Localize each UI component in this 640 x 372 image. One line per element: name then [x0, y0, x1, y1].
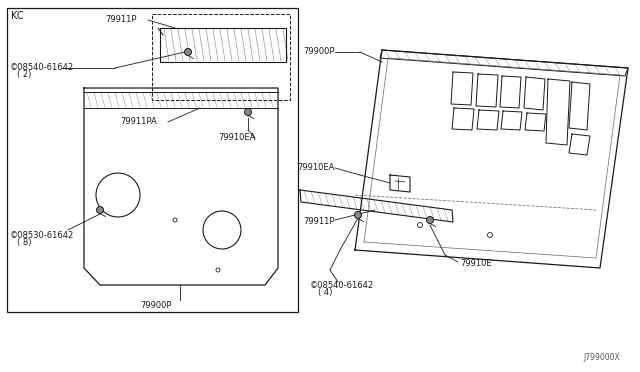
Text: 79910EA: 79910EA: [218, 134, 255, 142]
Text: ©08540-61642: ©08540-61642: [10, 64, 74, 73]
Text: J799000X: J799000X: [583, 353, 620, 362]
Circle shape: [426, 217, 433, 224]
Text: 79910E: 79910E: [460, 260, 492, 269]
Text: ©08540-61642: ©08540-61642: [310, 282, 374, 291]
Text: 79911P: 79911P: [303, 218, 335, 227]
Text: ©08530-61642: ©08530-61642: [10, 231, 74, 241]
Bar: [7, 8, 298, 312]
Text: ( 4): ( 4): [318, 289, 332, 298]
Text: 79910EA: 79910EA: [298, 164, 335, 173]
Circle shape: [355, 212, 362, 218]
Text: 79900P: 79900P: [303, 48, 335, 57]
Text: 79911PA: 79911PA: [120, 118, 157, 126]
Text: 79900P: 79900P: [140, 301, 172, 310]
Circle shape: [244, 109, 252, 115]
Circle shape: [97, 206, 104, 214]
Text: KC: KC: [11, 11, 24, 21]
Circle shape: [184, 48, 191, 55]
Text: ( 2): ( 2): [17, 71, 31, 80]
Text: ( 8): ( 8): [17, 238, 31, 247]
Bar: [152, 14, 290, 100]
Text: 79911P: 79911P: [105, 16, 136, 25]
